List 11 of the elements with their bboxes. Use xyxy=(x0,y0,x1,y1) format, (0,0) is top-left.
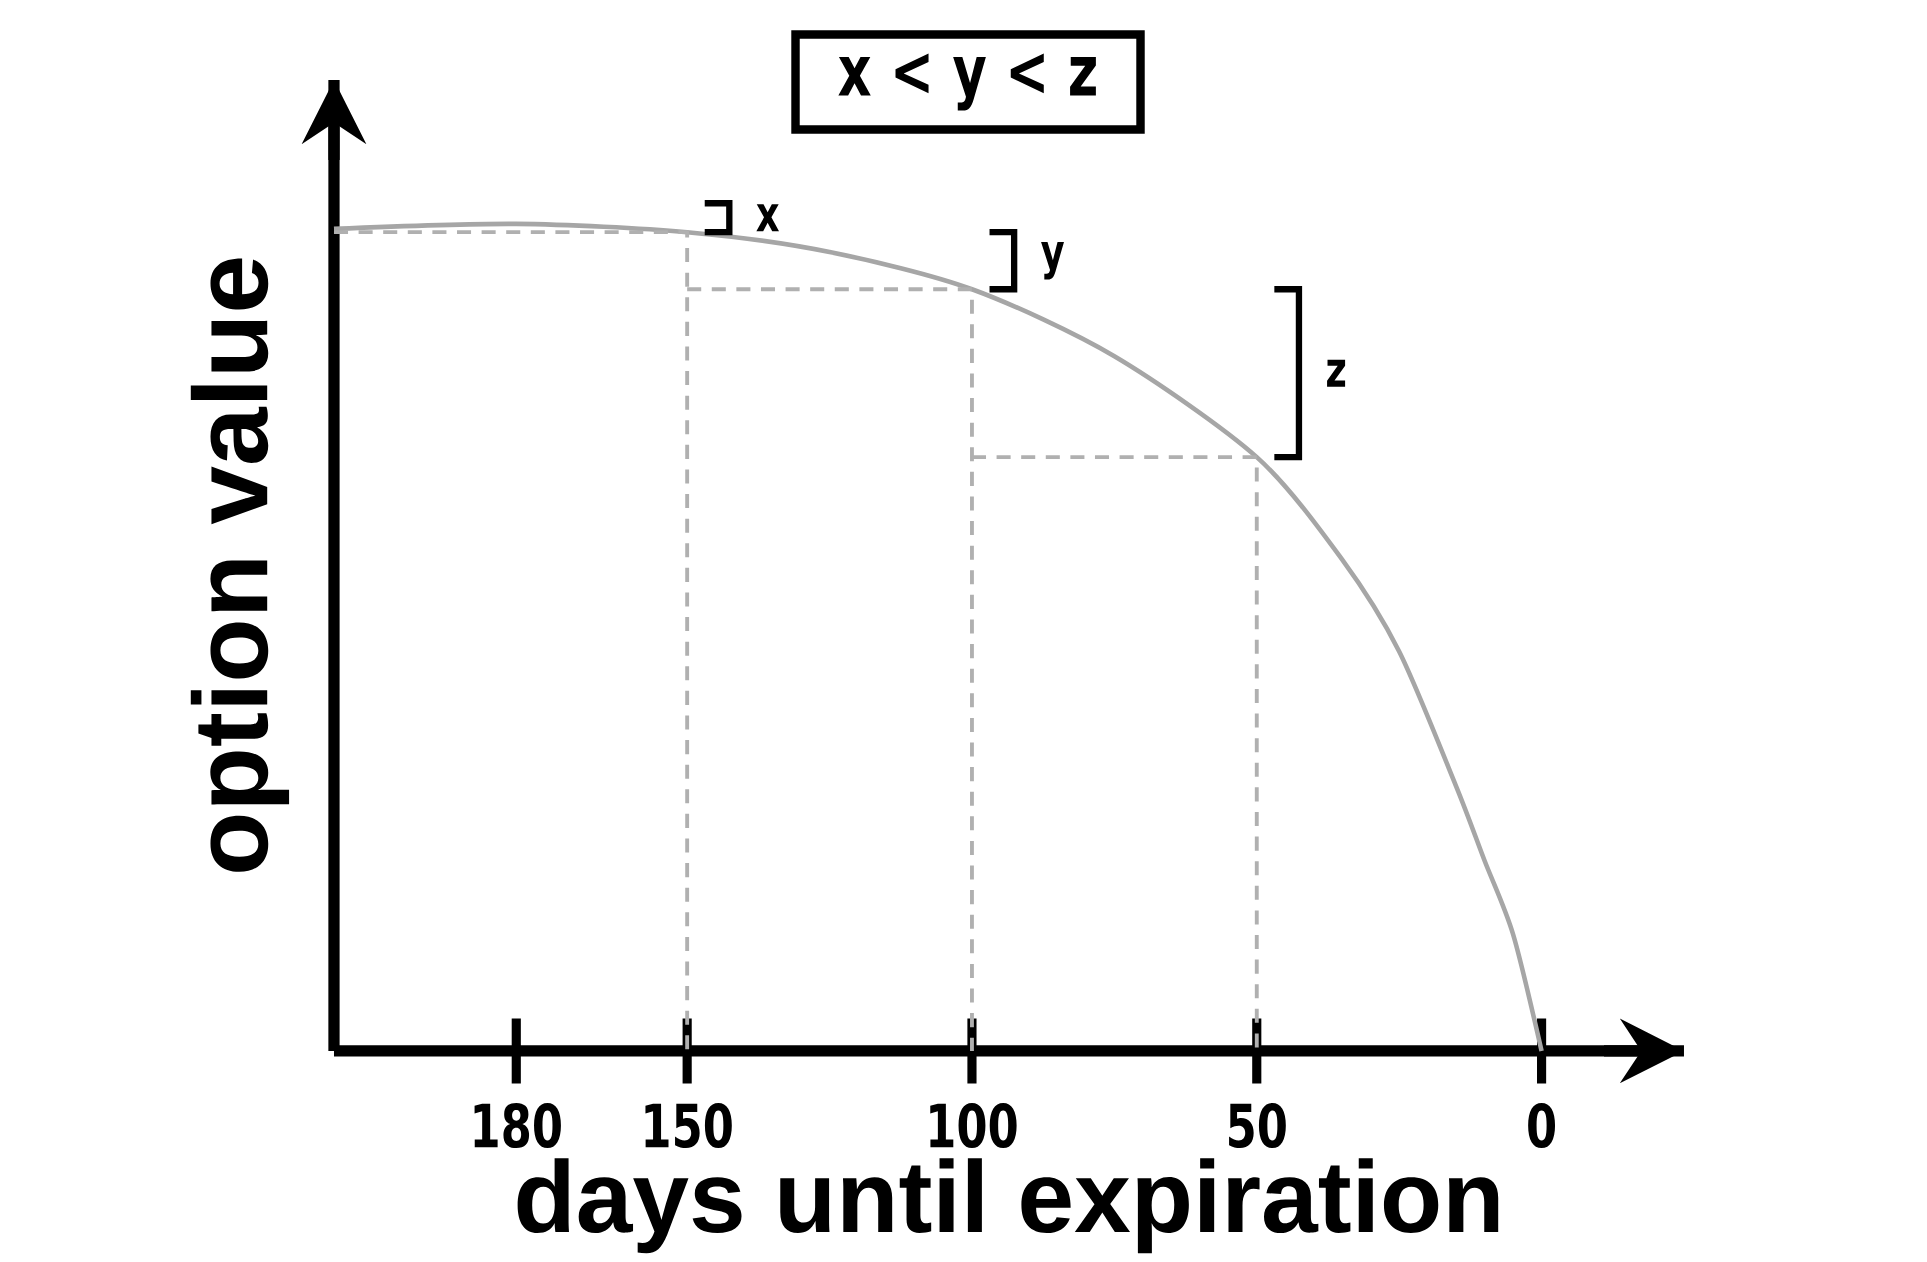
x-axis-title: days until expiration xyxy=(517,1158,1499,1254)
x-tick-label: 180 xyxy=(474,1102,561,1149)
annotation: x xyxy=(756,204,780,232)
x-tick-label: 150 xyxy=(645,1102,732,1149)
annotation: y xyxy=(1041,241,1064,280)
x-tick-label: 0 xyxy=(1528,1102,1556,1149)
y-axis-title: option value xyxy=(190,258,290,872)
annotation: z xyxy=(1327,359,1346,387)
chart-title: x < y < z xyxy=(838,53,1096,111)
x-tick-label: 50 xyxy=(1229,1102,1286,1149)
x-tick-label: 100 xyxy=(930,1102,1017,1149)
